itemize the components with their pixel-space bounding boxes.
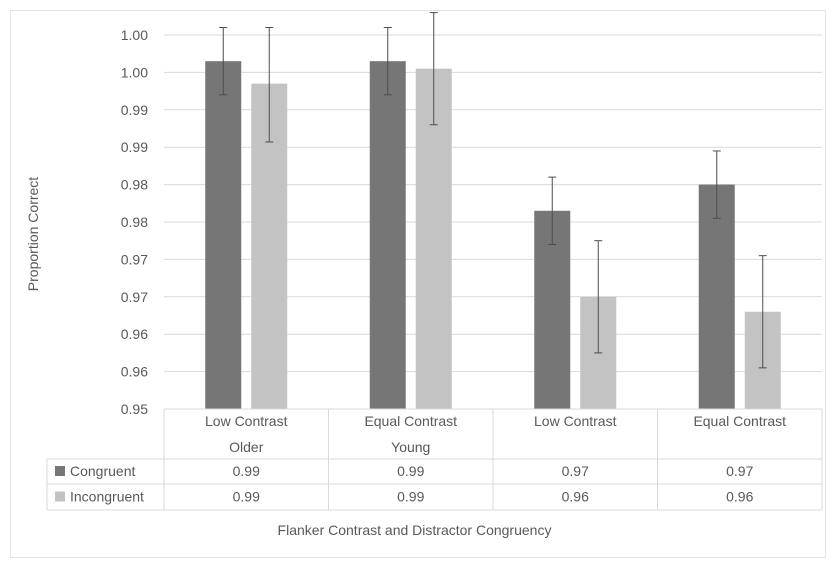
- y-axis-label: Proportion Correct: [25, 177, 41, 291]
- table-value: 0.96: [726, 489, 753, 505]
- y-tick-label: 1.00: [121, 64, 148, 80]
- y-tick-label: 0.97: [121, 289, 148, 305]
- x-category-sublabel: Young: [391, 439, 430, 455]
- y-tick-label: 0.97: [121, 251, 148, 267]
- y-tick-label: 0.98: [121, 214, 148, 230]
- bars: [205, 61, 781, 410]
- data-table: Low Contrast Older Equal Contrast Young Low …: [46, 408, 823, 511]
- error-bars: [219, 12, 767, 369]
- legend-swatch-incongruent: [55, 491, 65, 502]
- legend-label-congruent: Congruent: [70, 463, 135, 479]
- table-value: 0.99: [397, 489, 424, 505]
- bar-congruent-2: [369, 61, 406, 410]
- x-category-label: Equal Contrast: [364, 413, 457, 429]
- y-axis-ticks: 0.95 0.96 0.96 0.97 0.97 0.98 0.98 0.99 0.99 1.00…: [121, 27, 148, 417]
- x-axis-label: Flanker Contrast and Distractor Congruen…: [277, 522, 552, 538]
- table-value: 0.99: [233, 489, 260, 505]
- bar-incongruent-2: [415, 68, 452, 409]
- legend-label-incongruent: Incongruent: [70, 489, 144, 505]
- bar-congruent-1: [205, 61, 242, 410]
- table-value: 0.96: [562, 489, 589, 505]
- table-value: 0.97: [726, 463, 753, 479]
- y-tick-label: 1.00: [121, 27, 148, 43]
- bar-congruent-4: [698, 184, 735, 409]
- y-tick-label: 0.98: [121, 177, 148, 193]
- y-tick-label: 0.99: [121, 139, 148, 155]
- y-tick-label: 0.99: [121, 102, 148, 118]
- x-category-label: Low Contrast: [205, 413, 288, 429]
- legend-swatch-congruent: [55, 466, 65, 476]
- y-tick-label: 0.96: [121, 326, 148, 342]
- table-value: 0.99: [233, 463, 260, 479]
- chart-frame: [10, 10, 826, 558]
- x-category-sublabel: Older: [229, 439, 264, 455]
- x-category-label: Low Contrast: [534, 413, 617, 429]
- y-tick-label: 0.96: [121, 364, 148, 380]
- table-value: 0.99: [397, 463, 424, 479]
- y-tick-label: 0.95: [121, 401, 148, 417]
- table-value: 0.97: [562, 463, 589, 479]
- x-category-label: Equal Contrast: [693, 413, 786, 429]
